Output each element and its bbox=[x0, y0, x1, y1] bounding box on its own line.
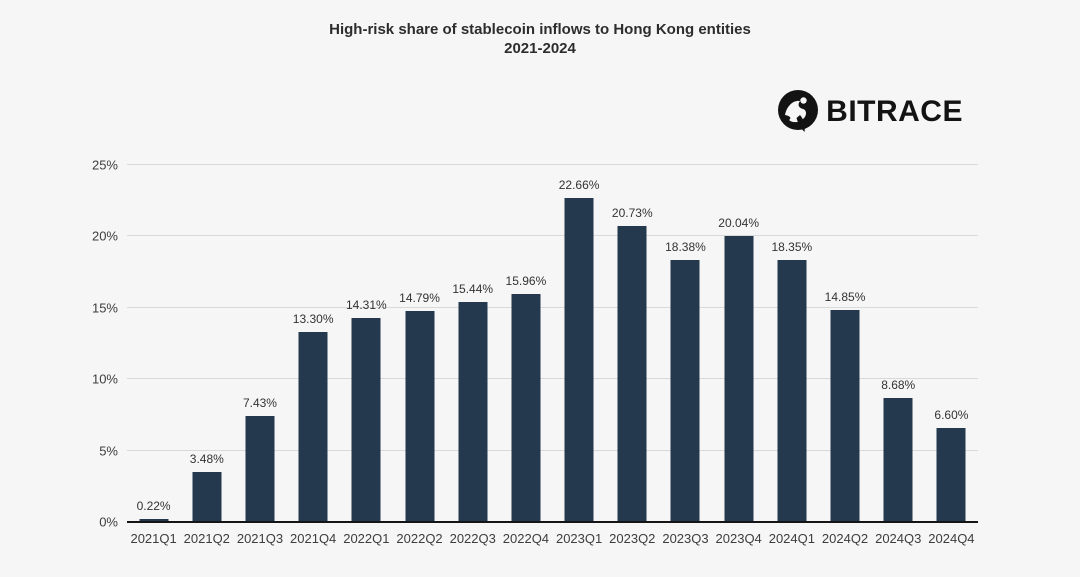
bar-value-label: 13.30% bbox=[292, 312, 334, 327]
bar-slot: 20.04% 2023Q4 bbox=[712, 165, 765, 546]
bar-value-label: 15.44% bbox=[452, 281, 494, 296]
gridline bbox=[127, 235, 978, 237]
x-tick-label: 2023Q4 bbox=[715, 531, 762, 546]
x-tick-label: 2022Q4 bbox=[502, 531, 550, 546]
x-tick-label: 2024Q2 bbox=[821, 531, 869, 546]
bitrace-logo-text: BITRACE bbox=[826, 95, 963, 128]
bars: 0.22% 2021Q1 3.48% 2021Q2 7.43% 2021Q3 13.30% 2… bbox=[127, 165, 978, 546]
y-tick-label: 20% bbox=[91, 228, 118, 244]
bar-slot: 14.85% 2024Q2 bbox=[818, 165, 871, 546]
x-tick-label: 2022Q3 bbox=[449, 531, 496, 546]
gridline bbox=[127, 449, 978, 451]
bar-slot: 14.31% 2022Q1 bbox=[340, 165, 393, 546]
bar-value-label: 8.68% bbox=[881, 378, 916, 393]
bar-slot: 8.68% 2024Q3 bbox=[872, 165, 925, 546]
bar-value-label: 20.04% bbox=[718, 215, 760, 230]
bar bbox=[564, 198, 594, 522]
plot-area: 0.22% 2021Q1 3.48% 2021Q2 7.43% 2021Q3 13.30% 2… bbox=[127, 164, 978, 546]
bar bbox=[245, 415, 275, 522]
gridline bbox=[127, 164, 978, 165]
bar-slot: 22.66% 2023Q1 bbox=[553, 165, 606, 546]
bar-value-label: 6.60% bbox=[934, 407, 969, 422]
bar-value-label: 7.43% bbox=[242, 395, 277, 410]
x-tick-label: 2023Q1 bbox=[555, 531, 603, 546]
x-tick-label: 2021Q1 bbox=[130, 531, 177, 546]
chart-title-line2: 2021-2024 bbox=[504, 40, 576, 57]
bar-slot: 18.35% 2024Q1 bbox=[765, 165, 818, 546]
y-tick-label: 0% bbox=[99, 514, 118, 530]
bar-value-label: 20.73% bbox=[611, 205, 653, 220]
x-tick-label: 2022Q1 bbox=[343, 531, 390, 546]
x-tick-label: 2021Q4 bbox=[290, 531, 337, 546]
bar-value-label: 18.38% bbox=[665, 239, 706, 254]
bar-slot: 14.79% 2022Q2 bbox=[393, 165, 446, 546]
bar-slot: 18.38% 2023Q3 bbox=[659, 165, 712, 546]
y-axis-labels: 0% 5% 10% 15% 20% 25% bbox=[0, 158, 118, 530]
bar-value-label: 14.85% bbox=[824, 289, 866, 304]
bar bbox=[351, 317, 381, 522]
bar-value-label: 0.22% bbox=[136, 498, 171, 513]
bar bbox=[724, 235, 754, 522]
bar bbox=[670, 259, 700, 522]
bar bbox=[617, 225, 647, 522]
bar bbox=[936, 427, 966, 522]
bar-value-label: 18.35% bbox=[771, 239, 813, 254]
bitrace-logo-icon bbox=[778, 90, 819, 134]
bar-slot: 3.48% 2021Q2 bbox=[180, 165, 233, 546]
bar-value-label: 15.96% bbox=[505, 274, 547, 289]
x-tick-label: 2021Q3 bbox=[236, 531, 284, 546]
x-tick-label: 2024Q3 bbox=[875, 531, 922, 546]
bar bbox=[192, 472, 222, 522]
bar-slot: 20.73% 2023Q2 bbox=[606, 165, 659, 546]
gridline bbox=[127, 306, 978, 308]
bar bbox=[883, 398, 913, 522]
chart-title-line1: High-risk share of stablecoin inflows to… bbox=[329, 21, 751, 38]
x-tick-label: 2021Q2 bbox=[183, 531, 230, 546]
bar bbox=[405, 310, 435, 522]
bar bbox=[139, 518, 169, 522]
x-tick-label: 2023Q2 bbox=[609, 531, 656, 546]
x-tick-label: 2022Q2 bbox=[396, 531, 443, 546]
x-axis-line bbox=[127, 521, 978, 523]
bitrace-logo: BITRACE bbox=[778, 90, 963, 134]
y-tick-label: 25% bbox=[91, 157, 118, 173]
bar-value-label: 14.79% bbox=[399, 290, 440, 305]
bar-slot: 7.43% 2021Q3 bbox=[233, 165, 286, 546]
bar-slot: 6.60% 2024Q4 bbox=[925, 165, 978, 546]
bar-slot: 0.22% 2021Q1 bbox=[127, 165, 180, 546]
bar-value-label: 14.31% bbox=[345, 297, 387, 312]
gridline bbox=[127, 378, 978, 380]
bar-slot: 15.96% 2022Q4 bbox=[499, 165, 552, 546]
bar-slot: 13.30% 2021Q4 bbox=[287, 165, 340, 546]
x-tick-label: 2023Q3 bbox=[662, 531, 709, 546]
bar bbox=[511, 294, 541, 522]
bar bbox=[777, 259, 807, 522]
bar-value-label: 3.48% bbox=[189, 452, 224, 467]
y-tick-label: 5% bbox=[99, 443, 118, 459]
bar bbox=[830, 309, 860, 522]
x-tick-label: 2024Q1 bbox=[768, 531, 815, 546]
bar bbox=[298, 332, 328, 522]
bar bbox=[458, 301, 488, 522]
chart-title: High-risk share of stablecoin inflows to… bbox=[0, 20, 1080, 58]
x-tick-label: 2024Q4 bbox=[928, 531, 975, 546]
y-tick-label: 10% bbox=[91, 371, 118, 387]
y-tick-label: 15% bbox=[91, 300, 118, 316]
bar-value-label: 22.66% bbox=[558, 178, 600, 193]
bar-slot: 15.44% 2022Q3 bbox=[446, 165, 499, 546]
